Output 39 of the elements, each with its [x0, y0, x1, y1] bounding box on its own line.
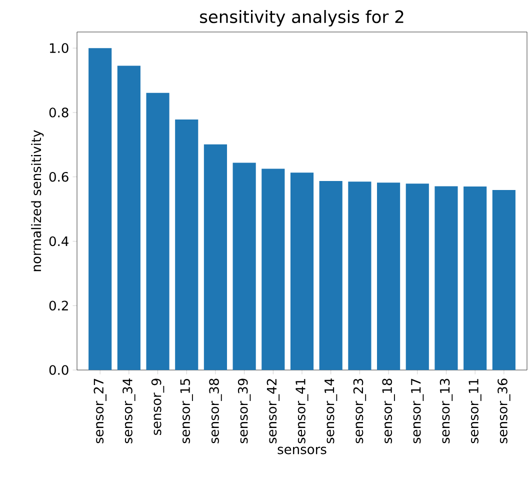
x-tick-label: sensor_38: [209, 378, 222, 444]
x-tick-label: sensor_41: [296, 379, 308, 444]
chart-title: sensitivity analysis for 2: [200, 10, 404, 26]
x-tick-label: sensor_17: [411, 378, 424, 444]
y-axis-title: normalized sensitivity: [31, 130, 44, 272]
x-tick-label: sensor_23: [353, 378, 366, 444]
bar: [348, 182, 372, 370]
x-tick-label: sensor_13: [440, 378, 453, 444]
x-tick-label: sensor_15: [180, 378, 193, 444]
x-tick-label: sensor_27: [94, 378, 106, 444]
x-tick-label: sensor_14: [324, 378, 338, 444]
x-tick-label: sensor_18: [382, 378, 395, 444]
y-tick-label: 0.4: [49, 236, 68, 246]
y-tick-label: 0.6: [49, 172, 68, 182]
bar: [262, 168, 285, 370]
bar: [175, 120, 198, 370]
bar: [204, 144, 228, 370]
x-tick-label: sensor_36: [498, 378, 510, 444]
bar: [232, 162, 256, 370]
bar: [492, 190, 516, 370]
bar: [406, 184, 429, 370]
x-tick-label: sensor_9: [151, 378, 164, 435]
y-tick-label: 0.8: [49, 108, 68, 118]
x-tick-label: sensor_39: [238, 378, 251, 444]
x-tick-label: sensor_34: [122, 378, 136, 444]
bar: [464, 186, 487, 370]
x-tick-label: sensor_42: [266, 379, 280, 444]
bar: [146, 92, 170, 370]
x-tick-label: sensor_11: [468, 379, 482, 444]
y-tick-label: 0.0: [49, 365, 68, 375]
y-tick-label: 1.0: [50, 43, 68, 54]
bar: [434, 186, 458, 370]
bar: [117, 66, 140, 370]
bar: [319, 181, 342, 370]
bar: [377, 182, 400, 370]
y-tick-label: 0.2: [49, 300, 68, 311]
bar: [290, 172, 314, 370]
bar: [88, 48, 112, 370]
x-axis-title: sensors: [278, 446, 326, 454]
